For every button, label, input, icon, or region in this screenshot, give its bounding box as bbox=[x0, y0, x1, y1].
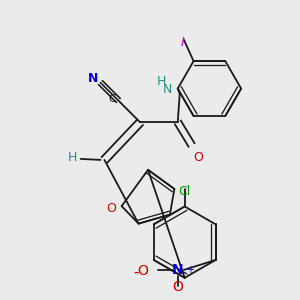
Text: N: N bbox=[88, 72, 98, 85]
Text: O: O bbox=[137, 264, 148, 278]
Text: N: N bbox=[172, 263, 184, 277]
Text: O: O bbox=[194, 151, 203, 164]
Text: N: N bbox=[162, 83, 172, 96]
Text: O: O bbox=[106, 202, 116, 214]
Text: I: I bbox=[181, 36, 184, 49]
Text: O: O bbox=[172, 280, 183, 294]
Text: Cl: Cl bbox=[178, 185, 191, 198]
Text: C: C bbox=[109, 94, 116, 104]
Text: +: + bbox=[186, 265, 194, 275]
Text: -: - bbox=[134, 265, 139, 280]
Text: H: H bbox=[68, 152, 77, 164]
Text: H: H bbox=[157, 75, 167, 88]
